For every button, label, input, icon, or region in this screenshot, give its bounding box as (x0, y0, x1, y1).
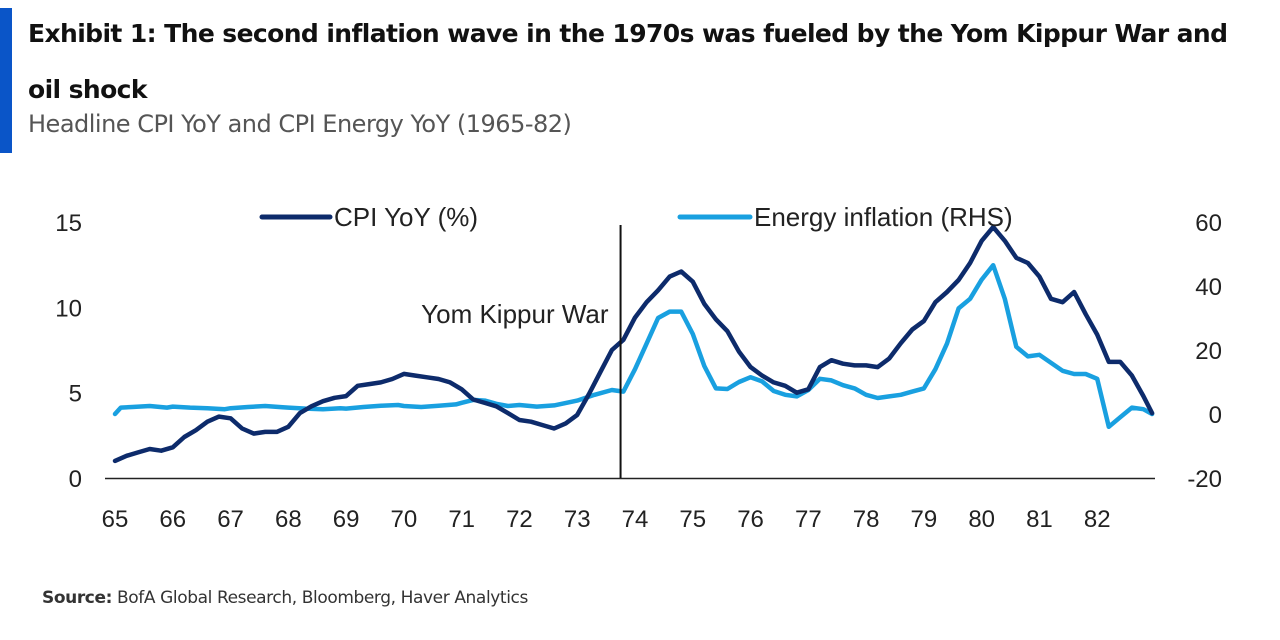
annotation-layer: Yom Kippur War (421, 225, 622, 478)
y-right-tick-label: -20 (1187, 466, 1222, 493)
energy-inflation-line (112, 262, 1155, 430)
legend-cpi-label: CPI YoY (%) (334, 202, 478, 232)
x-tick-label: 77 (795, 506, 822, 533)
series-layer (112, 224, 1155, 464)
x-tick-label: 76 (737, 506, 764, 533)
accent-bar (0, 8, 12, 153)
legend: CPI YoY (%) Energy inflation (RHS) (259, 202, 1013, 232)
y-right-tick-label: 60 (1195, 210, 1222, 237)
y-left-tick-label: 0 (69, 466, 82, 493)
x-tick-label: 73 (564, 506, 591, 533)
x-tick-label: 81 (1026, 506, 1053, 533)
chart-subtitle: Headline CPI YoY and CPI Energy YoY (196… (28, 110, 572, 138)
source-text: BofA Global Research, Bloomberg, Haver A… (117, 588, 528, 608)
legend-energy-label: Energy inflation (RHS) (754, 202, 1013, 232)
x-tick-label: 78 (853, 506, 880, 533)
tick-labels: 65 66 67 68 69 70 71 72 73 74 75 76 77 78 79 80 81 82 0 5 10… (55, 210, 1222, 533)
chart-title: Exhibit 1: The second inflation wave in … (28, 19, 1228, 104)
y-left-tick-label: 10 (55, 295, 82, 322)
x-tick-label: 82 (1084, 506, 1111, 533)
source-note: Source: BofA Global Research, Bloomberg,… (42, 588, 528, 608)
x-tick-label: 67 (217, 506, 244, 533)
y-left-tick-label: 5 (69, 381, 82, 408)
x-tick-label: 68 (275, 506, 302, 533)
x-tick-label: 65 (102, 506, 129, 533)
y-right-tick-label: 20 (1195, 338, 1222, 365)
y-left-tick-label: 15 (55, 210, 82, 237)
x-tick-label: 79 (911, 506, 938, 533)
cpi-yoy-line (112, 224, 1155, 464)
x-tick-label: 70 (391, 506, 418, 533)
x-tick-label: 66 (159, 506, 186, 533)
x-tick-label: 75 (679, 506, 706, 533)
x-tick-label: 72 (506, 506, 533, 533)
x-tick-label: 80 (968, 506, 995, 533)
yom-kippur-war-label: Yom Kippur War (421, 299, 609, 329)
x-tick-label: 74 (622, 506, 649, 533)
y-right-tick-label: 40 (1195, 274, 1222, 301)
x-tick-label: 71 (448, 506, 475, 533)
x-tick-label: 69 (333, 506, 360, 533)
y-right-tick-label: 0 (1209, 402, 1222, 429)
source-label: Source: (42, 588, 113, 608)
